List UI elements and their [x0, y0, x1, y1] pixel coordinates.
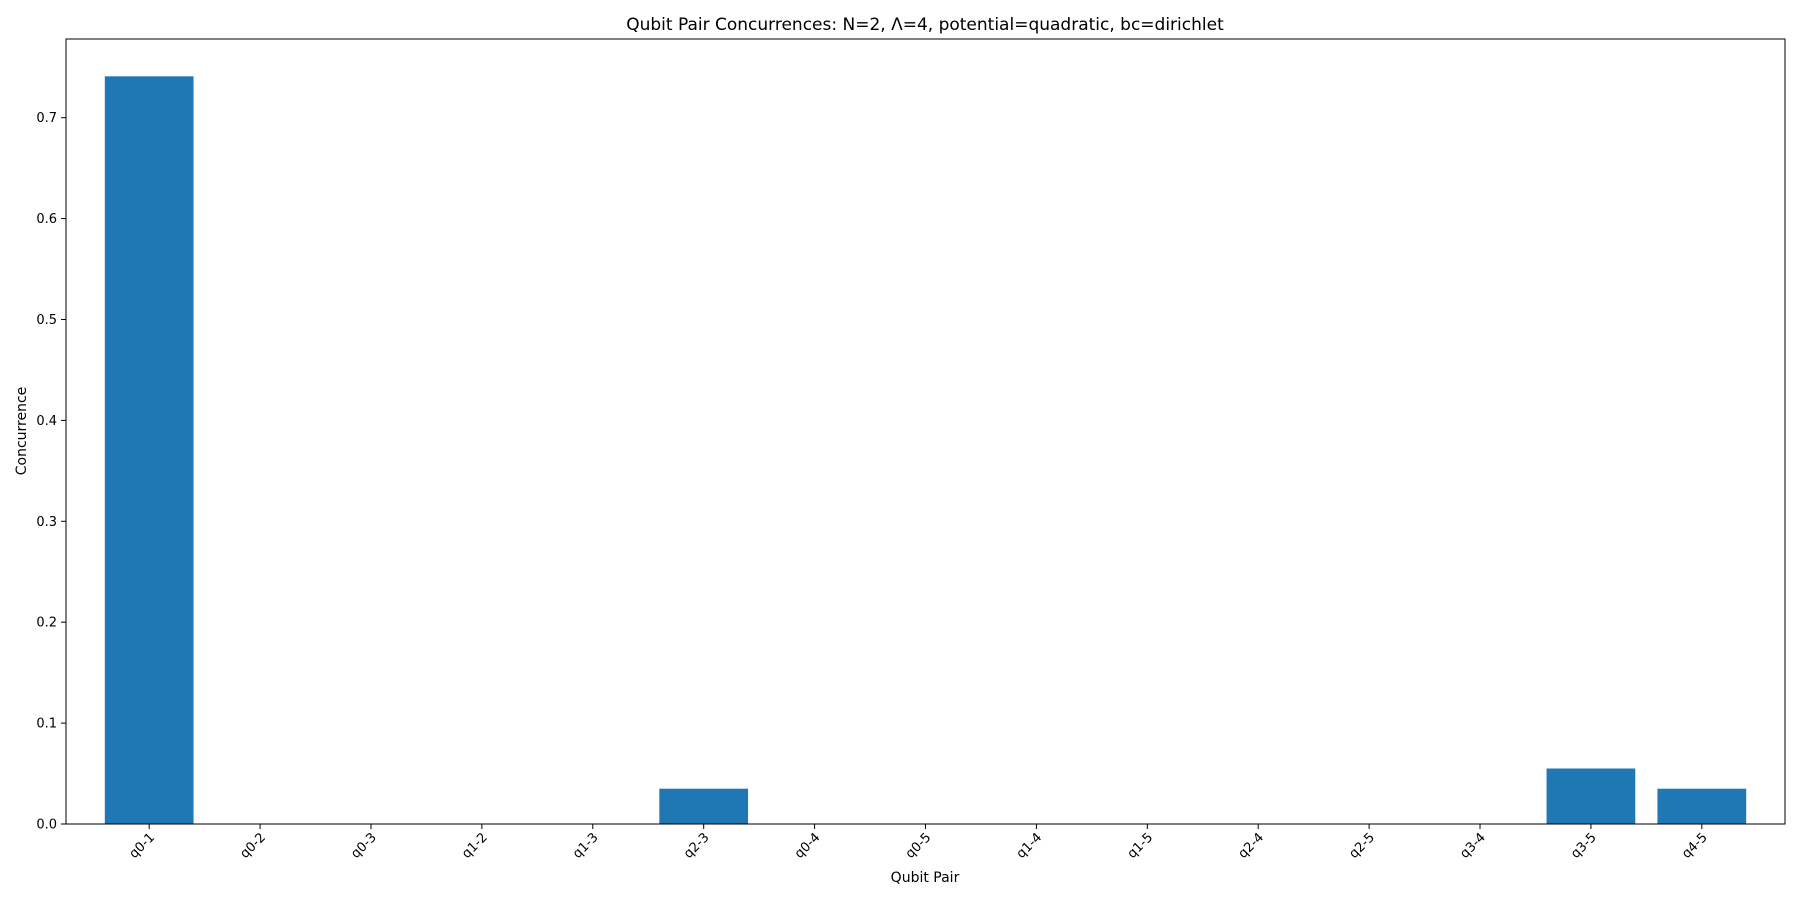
y-tick-label: 0.4 — [36, 414, 57, 429]
y-axis: 0.0 0.1 0.2 0.3 0.4 0.5 0.6 0.7 — [36, 111, 66, 833]
x-axis: q0-1 q0-2 q0-3 q1-2 q1-3 q2-3 q0-4 q0-5 q1-4 q1-5… — [127, 824, 1711, 862]
bar-q3-5 — [1546, 768, 1636, 824]
y-tick-label: 0.5 — [36, 313, 57, 328]
x-tick-label: q1-3 — [570, 830, 601, 861]
bars-group — [104, 76, 1747, 825]
x-tick-label: q0-5 — [903, 830, 934, 861]
x-tick-label: q1-5 — [1125, 830, 1156, 861]
y-tick-label: 0.7 — [36, 111, 57, 126]
x-tick-label: q4-5 — [1679, 830, 1710, 861]
x-tick-label: q0-2 — [237, 830, 268, 861]
chart-title: Qubit Pair Concurrences: N=2, Λ=4, poten… — [626, 15, 1224, 35]
x-tick-label: q3-5 — [1568, 830, 1599, 861]
y-tick-label: 0.6 — [36, 212, 57, 227]
bar-q4-5 — [1657, 788, 1747, 824]
y-tick-label: 0.2 — [36, 616, 57, 631]
y-axis-label: Concurrence — [14, 387, 30, 476]
x-tick-label: q0-1 — [127, 830, 158, 861]
x-tick-label: q2-3 — [681, 830, 712, 861]
y-tick-label: 0.3 — [36, 515, 57, 530]
x-tick-label: q0-3 — [348, 830, 379, 861]
x-tick-label: q0-4 — [792, 830, 823, 861]
bar-q0-1 — [104, 76, 194, 825]
y-tick-label: 0.1 — [36, 717, 57, 732]
bar-q2-3 — [659, 788, 749, 824]
x-tick-label: q1-4 — [1014, 830, 1045, 861]
x-tick-label: q2-5 — [1346, 830, 1377, 861]
x-tick-label: q3-4 — [1457, 830, 1488, 861]
y-tick-label: 0.0 — [36, 818, 57, 833]
plot-frame — [65, 38, 1786, 825]
x-axis-label: Qubit Pair — [891, 870, 960, 886]
x-tick-label: q2-4 — [1236, 830, 1267, 861]
x-tick-label: q1-2 — [459, 830, 490, 861]
